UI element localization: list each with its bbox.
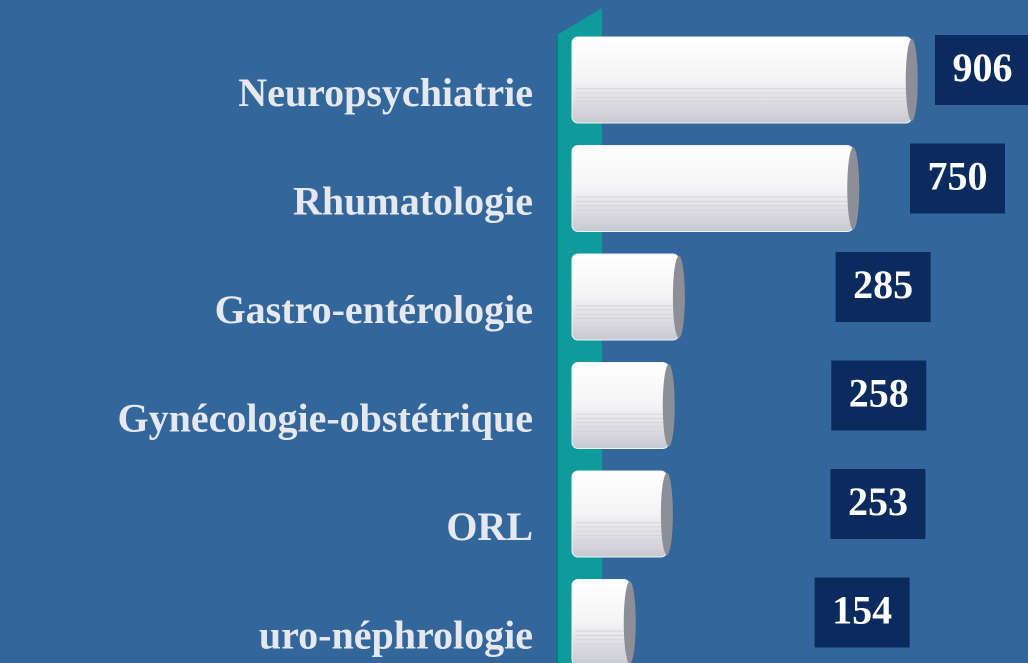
- bar-cap: [905, 39, 918, 121]
- value-label-box: [814, 577, 910, 648]
- category-label: Gastro-entérologie: [215, 287, 533, 332]
- bar-group: [571, 579, 636, 663]
- category-label: Neuropsychiatrie: [238, 70, 533, 115]
- category-label: Gynécologie-obstétrique: [118, 396, 534, 441]
- bar-cap: [847, 147, 860, 230]
- bar: [571, 579, 631, 663]
- bar-group: [571, 36, 918, 124]
- value-label: 285: [853, 262, 913, 307]
- bar-cap: [672, 256, 685, 338]
- value-label: 750: [928, 154, 988, 199]
- value-label-box: [835, 252, 931, 322]
- category-label: uro-néphrologie: [259, 613, 533, 658]
- bar-group: [571, 470, 673, 558]
- category-label: Rhumatologie: [293, 179, 533, 224]
- bar-cap: [623, 581, 636, 663]
- bar-group: [571, 362, 675, 449]
- bar-cap: [662, 364, 675, 447]
- bar-group: [571, 253, 685, 341]
- value-label: 258: [849, 371, 909, 416]
- value-label-box: [831, 360, 927, 431]
- bar-group: [571, 145, 860, 232]
- value-label: 253: [848, 479, 908, 524]
- value-label: 906: [952, 45, 1012, 90]
- value-label: 154: [832, 588, 892, 633]
- value-label-box: [830, 469, 926, 539]
- value-label-box: [910, 143, 1005, 214]
- bar-cap: [660, 473, 673, 555]
- category-label: ORL: [446, 504, 533, 549]
- value-label-box: [934, 35, 1028, 105]
